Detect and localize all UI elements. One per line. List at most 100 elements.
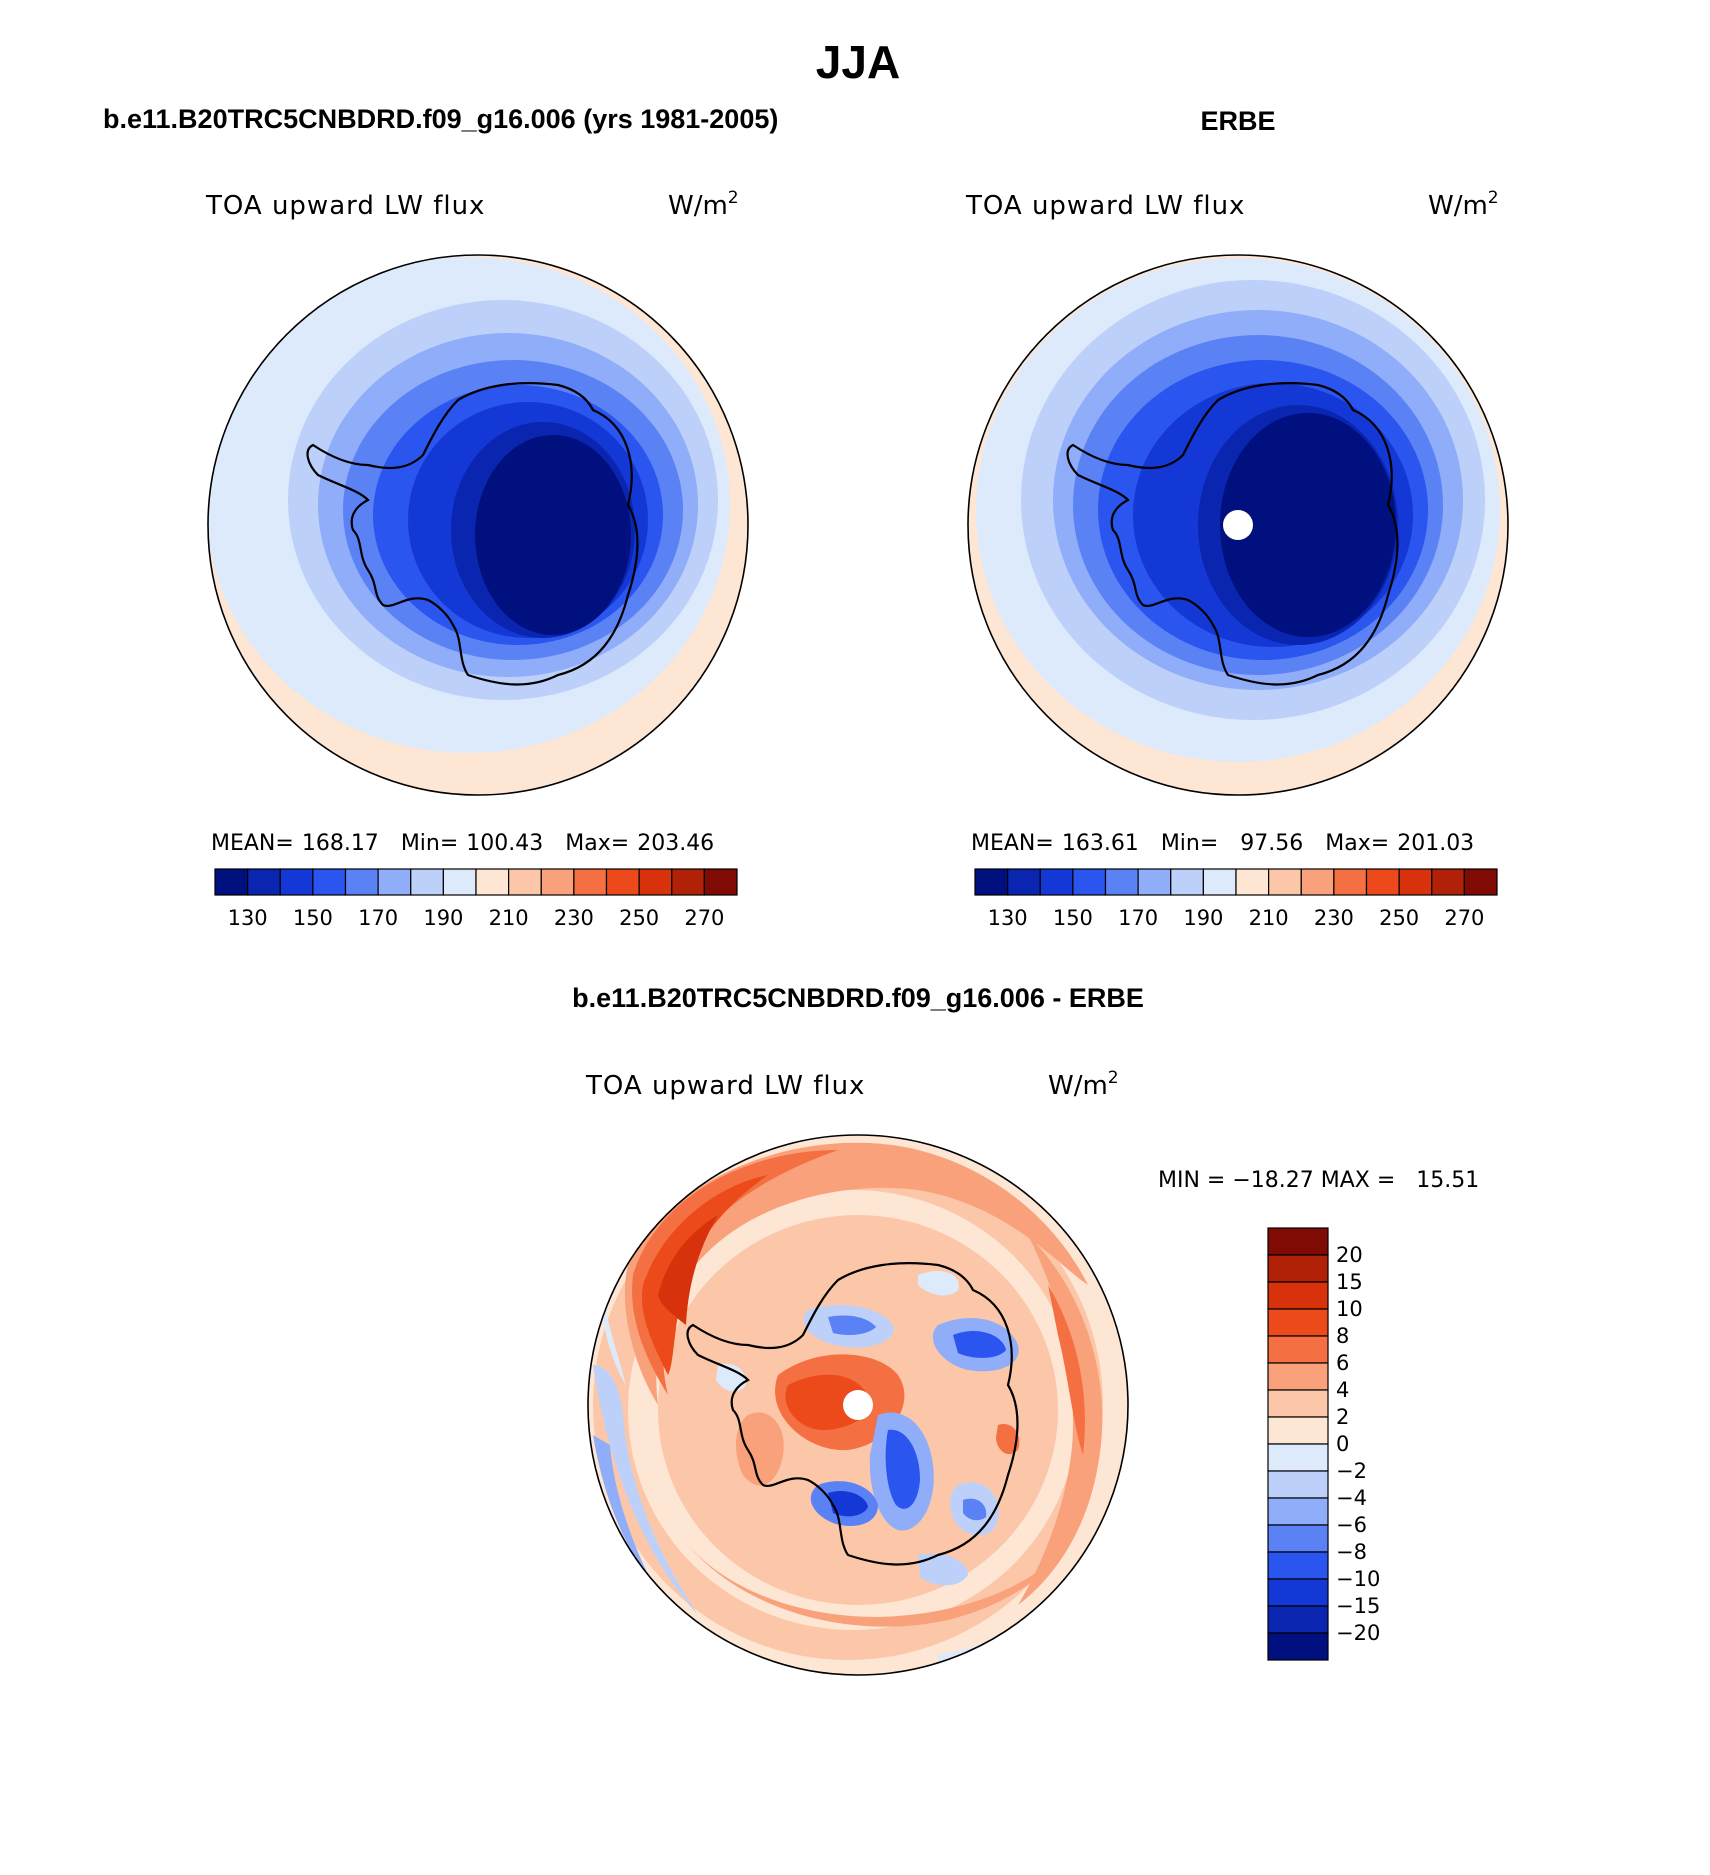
- panel-diff-colorbar-tick-label: 20: [1336, 1243, 1363, 1267]
- panel-model-colorbar-tick-label: 190: [423, 906, 463, 930]
- panel-obs-colorbar-swatch: [1235, 868, 1270, 896]
- panel-diff-colorbar-tick-label: 4: [1336, 1378, 1349, 1402]
- panel-diff-colorbar-tick-label: −2: [1336, 1459, 1367, 1483]
- panel-diff-units-base: W/m: [1048, 1071, 1108, 1101]
- panel-model-header: b.e11.B20TRC5CNBDRD.f09_g16.006 (yrs 198…: [103, 104, 778, 134]
- panel-diff-colorbar-tick-label: 10: [1336, 1297, 1363, 1321]
- panel-obs-header: ERBE: [1200, 106, 1275, 136]
- panel-obs-colorbar-swatch: [1104, 868, 1139, 896]
- panel-model-colorbar-swatch: [279, 868, 314, 896]
- panel-obs-colorbar-swatch: [1072, 868, 1107, 896]
- panel-obs-units: W/m2: [1428, 188, 1499, 221]
- panel-diff-colorbar-tick-label: 6: [1336, 1351, 1349, 1375]
- panel-obs-colorbar-swatch: [1365, 868, 1400, 896]
- panel-diff-colorbar-tick-label: −8: [1336, 1540, 1367, 1564]
- panel-obs-variable: TOA upward LW flux: [965, 191, 1245, 221]
- panel-diff-minmax: MIN = −18.27 MAX = 15.51: [1158, 1168, 1479, 1193]
- panel-diff-colorbar-swatch: [1267, 1227, 1329, 1256]
- panel-model-stats: MEAN= 168.17 Min= 100.43 Max= 203.46: [211, 831, 714, 856]
- panel-model-colorbar-swatch: [344, 868, 379, 896]
- panel-obs-colorbar-swatch: [1268, 868, 1302, 896]
- panel-model-colorbar-swatch: [671, 868, 705, 896]
- panel-model-colorbar-tick-label: 210: [489, 906, 529, 930]
- panel-model-colorbar-swatch: [475, 868, 510, 896]
- panel-obs-units-base: W/m: [1428, 191, 1488, 221]
- panel-diff-colorbar-tick-label: 2: [1336, 1405, 1349, 1429]
- panel-model-colorbar-tick-label: 250: [619, 906, 659, 930]
- panel-obs-colorbar-swatch: [1333, 868, 1368, 896]
- panel-obs-colorbar-swatch: [1202, 868, 1237, 896]
- panel-model-rings: [208, 257, 730, 753]
- panel-diff-colorbar-swatch: [1267, 1335, 1329, 1364]
- panel-diff-colorbar-tick-label: −10: [1336, 1567, 1380, 1591]
- panel-model-units-base: W/m: [668, 191, 728, 221]
- panel-diff-colorbar-tick-label: 8: [1336, 1324, 1349, 1348]
- panel-diff-colorbar-tick-label: 0: [1336, 1432, 1349, 1456]
- panel-model-colorbar-swatch: [703, 868, 738, 896]
- panel-diff-colorbar-swatch: [1267, 1578, 1329, 1607]
- panel-model-colorbar-swatch: [442, 868, 477, 896]
- panel-diff-colorbar-swatch: [1267, 1497, 1329, 1526]
- panel-obs-colorbar-swatch: [1170, 868, 1204, 896]
- panel-model-colorbar-swatch: [312, 868, 347, 896]
- panel-model-colorbar-swatch: [247, 868, 281, 896]
- panel-obs-colorbar-tick-label: 250: [1379, 906, 1419, 930]
- panel-model-colorbar-swatch: [540, 868, 575, 896]
- panel-diff-colorbar-swatch: [1267, 1416, 1329, 1445]
- figure-title: JJA: [816, 36, 900, 88]
- panel-diff-units: W/m2: [1048, 1068, 1119, 1101]
- panel-obs-colorbar-tick-label: 130: [988, 906, 1028, 930]
- panel-obs: ERBE TOA upward LW flux W/m2 MEAN= 163.61…: [965, 106, 1509, 930]
- panel-model-map: [208, 255, 748, 795]
- panel-diff-colorbar-tick-label: −15: [1336, 1594, 1380, 1618]
- panel-obs-colorbar-tick-label: 150: [1053, 906, 1093, 930]
- panel-model-map-border: [207, 254, 749, 796]
- panel-model-colorbar-swatch: [377, 868, 412, 896]
- panel-obs-map: [968, 255, 1508, 795]
- panel-diff-colorbar-swatch: [1267, 1281, 1329, 1310]
- panel-diff-colorbar-swatch: [1267, 1254, 1329, 1283]
- panel-diff-colorbar-swatch: [1267, 1362, 1329, 1391]
- panel-obs-colorbar-swatch: [1300, 868, 1335, 896]
- panel-diff-colorbar-tick-label: 15: [1336, 1270, 1363, 1294]
- panel-diff: b.e11.B20TRC5CNBDRD.f09_g16.006 - ERBE T…: [572, 983, 1479, 1676]
- panel-diff-colorbar-swatch: [1267, 1470, 1329, 1499]
- panel-model: b.e11.B20TRC5CNBDRD.f09_g16.006 (yrs 198…: [103, 104, 778, 930]
- panel-obs-colorbar-tick-label: 230: [1314, 906, 1354, 930]
- panel-obs-colorbar-tick-label: 210: [1249, 906, 1289, 930]
- panel-obs-map-border: [967, 254, 1509, 796]
- panel-model-colorbar-tick-label: 150: [293, 906, 333, 930]
- panel-diff-colorbar-swatch: [1267, 1605, 1329, 1634]
- panel-obs-colorbar-swatch: [1137, 868, 1172, 896]
- panel-obs-colorbar-swatch: [974, 868, 1009, 896]
- panel-diff-colorbar-swatch: [1267, 1308, 1329, 1337]
- panel-diff-header: b.e11.B20TRC5CNBDRD.f09_g16.006 - ERBE: [572, 983, 1144, 1013]
- panel-model-colorbar-swatch: [410, 868, 444, 896]
- panel-obs-colorbar-swatch: [1398, 868, 1433, 896]
- panel-obs-colorbar-swatch: [1431, 868, 1465, 896]
- panel-diff-colorbar-swatch: [1267, 1389, 1329, 1418]
- panel-diff-colorbar-swatch: [1267, 1551, 1329, 1580]
- panel-diff-units-exp: 2: [1108, 1068, 1119, 1088]
- panel-diff-colorbar-swatch: [1267, 1632, 1329, 1661]
- panel-model-colorbar-swatch: [508, 868, 542, 896]
- panel-obs-rings: [976, 258, 1500, 762]
- panel-model-colorbar-tick-label: 230: [554, 906, 594, 930]
- panel-obs-stats: MEAN= 163.61 Min= 97.56 Max= 201.03: [971, 831, 1474, 856]
- panel-model-colorbar: 130 150 170 190 210 230 250 270: [214, 868, 738, 930]
- panel-diff-colorbar-swatch: [1267, 1524, 1329, 1553]
- panel-model-units: W/m2: [668, 188, 739, 221]
- panel-diff-colorbar-tick-label: −6: [1336, 1513, 1367, 1537]
- panel-obs-colorbar-tick-label: 170: [1118, 906, 1158, 930]
- panel-obs-colorbar-swatch: [1007, 868, 1041, 896]
- panel-model-colorbar-swatch: [605, 868, 640, 896]
- panel-model-colorbar-tick-label: 170: [358, 906, 398, 930]
- panel-diff-map-border: [587, 1134, 1129, 1676]
- panel-obs-units-exp: 2: [1488, 188, 1499, 208]
- panel-obs-colorbar-swatch: [1463, 868, 1498, 896]
- panel-model-colorbar-tick-label: 270: [684, 906, 724, 930]
- panel-obs-colorbar-swatch: [1039, 868, 1074, 896]
- panel-diff-field: [593, 1142, 1103, 1665]
- panel-diff-colorbar-swatch: [1267, 1443, 1329, 1472]
